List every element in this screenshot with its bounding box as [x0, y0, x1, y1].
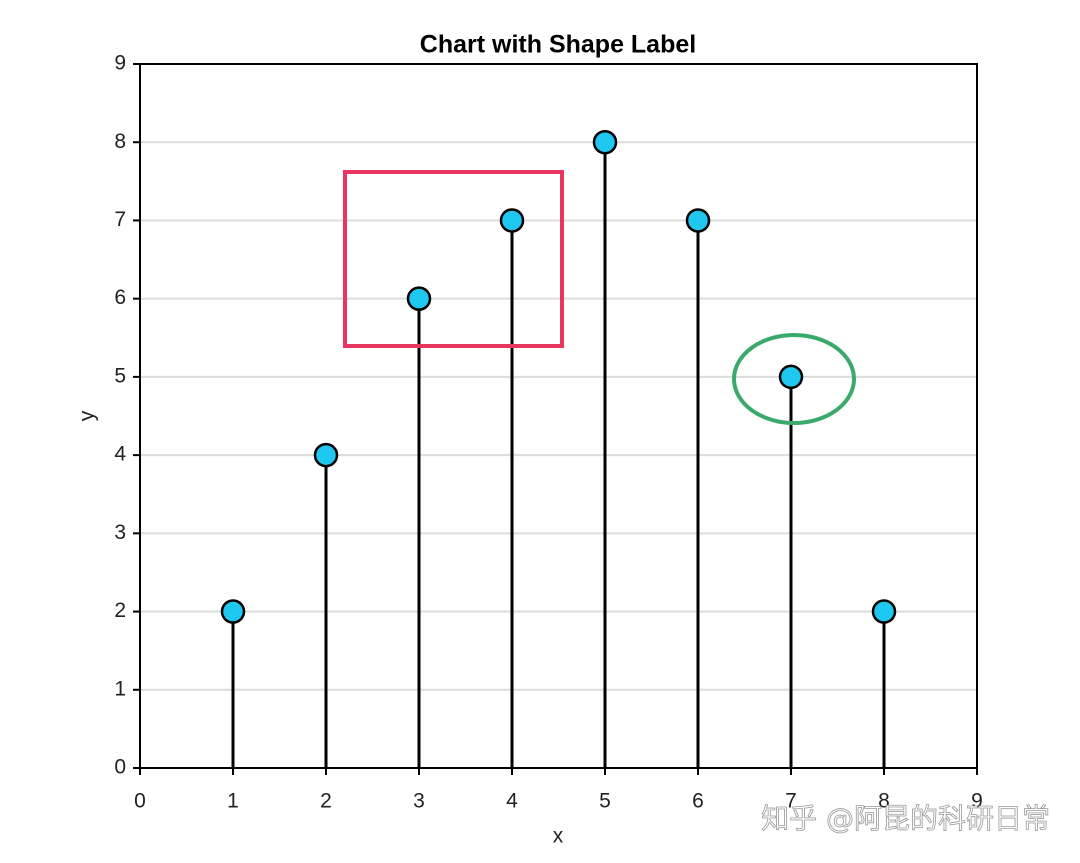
y-tick-label: 0 — [114, 756, 126, 779]
stem-marker — [778, 364, 804, 390]
stem-marker — [592, 129, 618, 155]
x-tick-label: 6 — [692, 790, 704, 813]
x-tick-label: 5 — [599, 790, 611, 813]
stem-marker — [406, 286, 432, 311]
x-axis-label: x — [553, 825, 564, 848]
y-tick-label: 9 — [114, 52, 126, 75]
y-tick-label: 4 — [114, 443, 126, 466]
watermark: 知乎 @阿昆的科研日常 — [761, 802, 1050, 835]
y-axis-label: y — [76, 410, 99, 421]
ellipse-annotation — [732, 333, 856, 425]
y-tick-label: 3 — [114, 521, 126, 544]
stem-marker — [685, 208, 711, 233]
x-tick-label: 2 — [320, 790, 332, 813]
y-tick-label: 1 — [114, 677, 126, 700]
y-tick-label: 8 — [114, 130, 126, 153]
axes-frame — [139, 63, 978, 769]
y-tick-label: 6 — [114, 286, 126, 309]
x-tick-label: 4 — [506, 790, 518, 813]
x-tick-label: 9 — [971, 790, 983, 813]
y-tick-label: 7 — [114, 208, 126, 231]
stem-marker — [220, 599, 246, 624]
plot-area: 0 1 2 3 4 5 6 7 8 9 0 1 2 3 4 5 6 7 8 9 — [114, 52, 983, 813]
stem-marker — [313, 442, 339, 468]
x-tick-label: 8 — [878, 790, 890, 813]
x-tick-label: 0 — [134, 790, 146, 813]
rectangle-annotation — [343, 170, 564, 348]
x-tick-label: 3 — [413, 790, 425, 813]
y-tick-label: 5 — [114, 364, 126, 387]
x-tick-label: 7 — [785, 790, 797, 813]
x-tick-label: 1 — [227, 790, 239, 813]
stem-marker — [871, 599, 897, 624]
chart-title: Chart with Shape Label — [420, 31, 696, 59]
stem-marker — [499, 208, 525, 233]
y-tick-label: 2 — [114, 599, 126, 622]
